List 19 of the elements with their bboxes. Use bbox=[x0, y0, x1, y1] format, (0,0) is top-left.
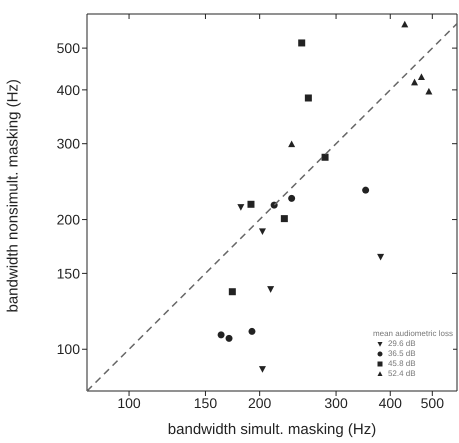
x-tick-label: 300 bbox=[324, 394, 348, 411]
x-tick-label: 500 bbox=[420, 394, 444, 411]
x-tick-label: 400 bbox=[378, 394, 402, 411]
y-axis-title: bandwidth nonsimult. masking (Hz) bbox=[4, 79, 22, 312]
legend-label: 36.5 dB bbox=[388, 349, 416, 359]
y-tick-label: 100 bbox=[56, 341, 80, 358]
y-tick-label: 500 bbox=[56, 40, 80, 56]
x-tick-label: 100 bbox=[117, 394, 141, 411]
x-tick-label: 150 bbox=[194, 394, 218, 411]
y-tick-label: 150 bbox=[56, 265, 80, 282]
legend-label: 52.4 dB bbox=[388, 369, 416, 379]
y-tick-label: 200 bbox=[56, 212, 80, 228]
legend-label: 45.8 dB bbox=[388, 359, 416, 369]
y-tick-label: 400 bbox=[56, 82, 80, 98]
x-axis-title: bandwidth simult. masking (Hz) bbox=[168, 421, 376, 438]
x-tick-label: 200 bbox=[248, 394, 272, 411]
y-tick-label: 300 bbox=[56, 136, 80, 152]
legend-title: mean audiometric loss bbox=[372, 329, 453, 339]
legend-label: 29.6 dB bbox=[388, 339, 416, 349]
